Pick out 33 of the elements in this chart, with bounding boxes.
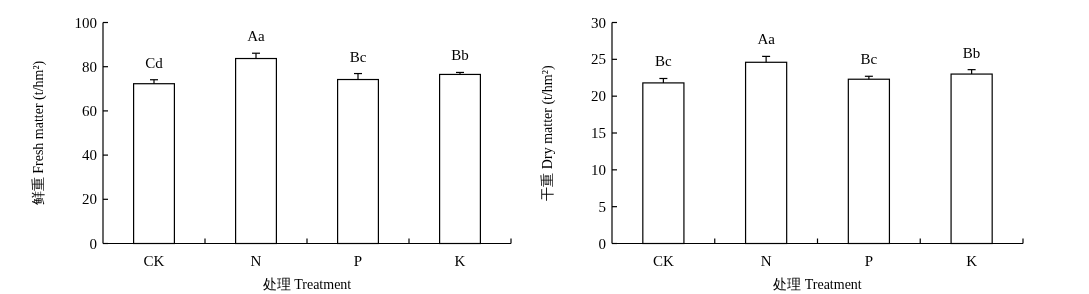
y-tick-label: 0 [598, 235, 606, 252]
x-tick-label: CK [652, 252, 674, 269]
annotation: Aa [247, 28, 266, 45]
y-tick-label: 30 [591, 14, 606, 31]
y-tick-label: 60 [82, 102, 97, 119]
annotation: Bb [962, 44, 981, 61]
x-axis-title: 处理 Treatment [773, 276, 862, 292]
x-tick-label: P [864, 252, 874, 269]
y-tick-label: 80 [82, 58, 97, 75]
x-tick-label: N [250, 252, 262, 269]
annotation: Bc [349, 48, 367, 65]
y-tick-label: 15 [591, 125, 606, 141]
x-tick-label: P [353, 252, 363, 269]
y-tick-label: 20 [591, 88, 606, 105]
x-tick-label: K [966, 252, 978, 269]
y-axis-title: 鲜重 Fresh matter (t/hm²) [31, 60, 47, 206]
annotation: Cd [145, 54, 164, 71]
y-axis-title: 干重 Dry matter (t/hm²) [540, 65, 556, 201]
annotation: Bb [451, 47, 469, 64]
y-tick-label: 20 [82, 191, 97, 208]
y-tick-label: 40 [82, 147, 97, 164]
annotation: Bc [860, 51, 878, 68]
x-tick-label: CK [143, 252, 165, 269]
y-tick-label: 5 [598, 198, 606, 215]
annotation: Bc [655, 53, 673, 70]
y-tick-label: 100 [74, 14, 97, 31]
x-axis-title: 处理 Treatment [262, 276, 352, 292]
y-tick-label: 10 [591, 161, 606, 178]
x-tick-label: K [454, 252, 466, 269]
x-tick-label: N [760, 252, 772, 269]
y-tick-label: 0 [89, 235, 97, 252]
annotation: Aa [757, 31, 776, 48]
y-tick-label: 25 [591, 51, 606, 68]
